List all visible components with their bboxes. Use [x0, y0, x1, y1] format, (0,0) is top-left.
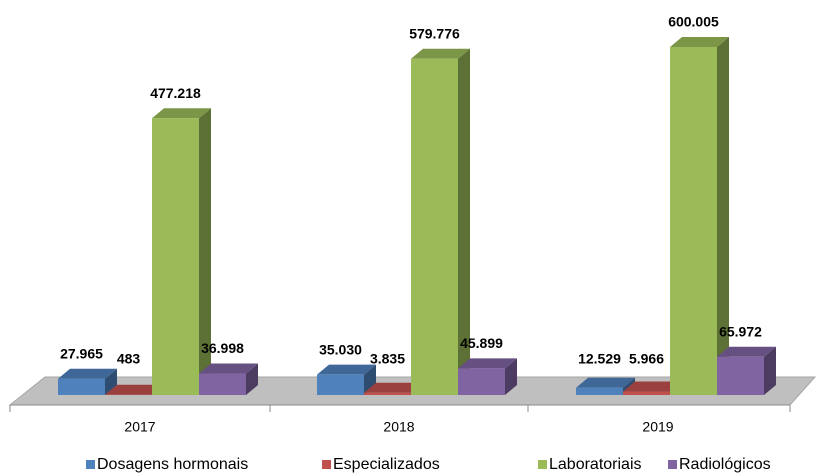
bar-top — [458, 358, 517, 369]
x-tick-label: 2018 — [383, 419, 414, 435]
value-label: 65.972 — [719, 323, 762, 339]
legend-label: Dosagens hormonais — [97, 456, 248, 473]
bar — [458, 368, 505, 395]
legend-label: Laboratoriais — [549, 456, 642, 473]
bar-side — [505, 358, 517, 395]
bar — [58, 378, 105, 395]
bar-top — [317, 364, 376, 375]
legend-label: Especializados — [333, 456, 440, 473]
x-tick-label: 2019 — [642, 419, 673, 435]
bar-top — [199, 363, 258, 374]
bar — [317, 374, 364, 395]
bar-side — [458, 48, 470, 395]
legend-swatch — [538, 460, 547, 469]
bar-top — [623, 381, 682, 392]
bar-top — [364, 382, 423, 393]
value-label: 600.005 — [668, 14, 719, 30]
bar — [670, 47, 717, 395]
value-label: 5.966 — [629, 351, 664, 367]
bar-top — [670, 37, 729, 47]
bar-side — [246, 363, 258, 395]
bar — [576, 387, 623, 395]
bar-top — [411, 48, 470, 59]
value-label: 36.998 — [201, 340, 244, 356]
bar — [717, 356, 764, 395]
value-label: 483 — [117, 351, 141, 367]
value-label: 3.835 — [370, 351, 405, 367]
bar — [152, 118, 199, 395]
legend-swatch — [668, 460, 677, 469]
legend-swatch — [322, 460, 331, 469]
value-label: 477.218 — [150, 85, 201, 101]
bar — [199, 373, 246, 395]
legend-label: Radiológicos — [679, 456, 771, 473]
x-tick-label: 2017 — [124, 419, 155, 435]
value-label: 45.899 — [460, 335, 503, 351]
bar-side — [199, 108, 211, 395]
bar-top — [105, 384, 164, 395]
bar-side — [717, 37, 729, 395]
bar — [411, 58, 458, 395]
value-label: 579.776 — [409, 25, 460, 41]
value-label: 27.965 — [60, 345, 103, 361]
bar-top — [576, 377, 635, 388]
bar-side — [764, 346, 776, 395]
bar — [364, 392, 411, 395]
legend-swatch — [86, 460, 95, 469]
bar-side — [105, 368, 117, 395]
value-label: 35.030 — [319, 341, 362, 357]
bar — [623, 391, 670, 395]
value-label: 12.529 — [578, 351, 621, 367]
bar-top — [58, 368, 117, 379]
bar-top — [152, 108, 211, 119]
bar-top — [717, 346, 776, 357]
